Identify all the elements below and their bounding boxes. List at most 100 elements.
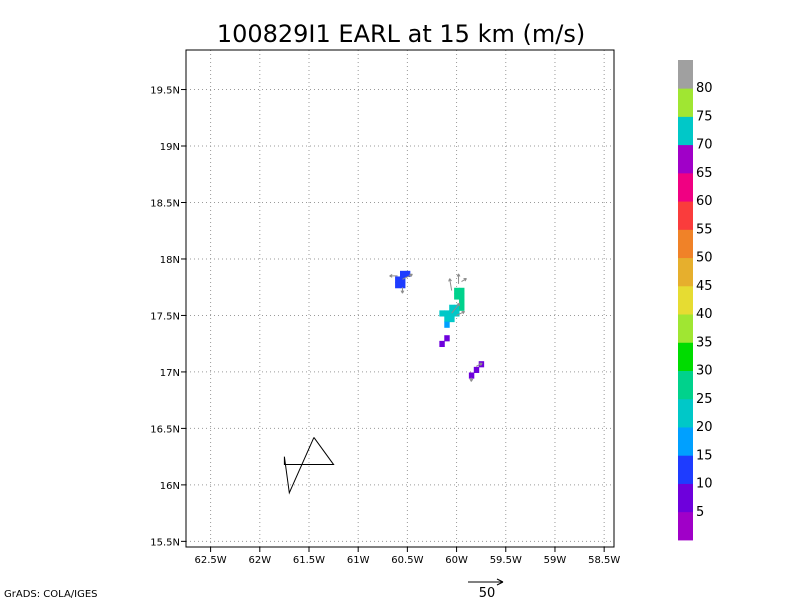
colorbar-segment bbox=[678, 483, 693, 513]
y-tick-label: 15.5N bbox=[150, 537, 180, 548]
colorbar-label: 55 bbox=[696, 222, 713, 237]
wind-speed-cell bbox=[454, 310, 460, 317]
colorbar-label: 60 bbox=[696, 194, 713, 209]
wind-vector bbox=[400, 287, 405, 294]
colorbar: 5 10 15 20 25 30 35 40 45 50 55 60 65 70 75 80 bbox=[678, 60, 713, 541]
chart-title: 100829I1 EARL at 15 km (m/s) bbox=[217, 20, 585, 48]
x-tick-label: 61W bbox=[347, 555, 370, 566]
colorbar-label: 40 bbox=[696, 307, 713, 322]
wind-vector bbox=[456, 310, 465, 316]
wind-speed-cell bbox=[439, 310, 445, 317]
colorbar-segment bbox=[678, 285, 693, 315]
y-tick-label: 18N bbox=[160, 255, 180, 266]
x-tick-label: 62.5W bbox=[195, 555, 227, 566]
colorbar-segment bbox=[678, 257, 693, 287]
wind-speed-cell bbox=[444, 321, 450, 328]
wind-speed-cell bbox=[400, 282, 406, 289]
colorbar-segment bbox=[678, 314, 693, 343]
colorbar-segment bbox=[678, 455, 693, 484]
y-tick-label: 19N bbox=[160, 142, 180, 153]
wind-speed-cell bbox=[404, 270, 411, 277]
wind-speed-cell bbox=[454, 287, 460, 294]
wind-speed-cell bbox=[400, 270, 406, 277]
colorbar-segment bbox=[678, 370, 693, 400]
wind-vector bbox=[456, 273, 461, 284]
wind-vector bbox=[389, 274, 398, 278]
reference-vector: 50 bbox=[468, 578, 504, 600]
wind-speed-cell bbox=[449, 316, 455, 323]
y-tick-label: 17.5N bbox=[150, 311, 180, 322]
colorbar-label: 10 bbox=[696, 477, 713, 492]
wind-vector bbox=[402, 273, 413, 280]
plot-frame bbox=[185, 49, 615, 548]
colorbar-label: 50 bbox=[696, 251, 713, 266]
colorbar-label: 75 bbox=[696, 109, 713, 124]
wind-speed-cell bbox=[459, 299, 465, 306]
colorbar-segment bbox=[678, 511, 693, 541]
wind-speed-cell bbox=[449, 304, 455, 311]
colorbar-label: 70 bbox=[696, 138, 713, 153]
reference-arrow-head bbox=[496, 578, 504, 586]
y-tick-label: 18.5N bbox=[150, 198, 180, 209]
wind-vectors bbox=[389, 273, 483, 382]
colorbar-segment bbox=[678, 398, 693, 428]
wind-speed-cell bbox=[473, 366, 480, 373]
y-axis-ticks: 15.5N 16N 16.5N 17N 17.5N 18N 18.5N 19N 19.5N bbox=[150, 86, 186, 548]
colorbar-segment bbox=[678, 88, 693, 117]
colorbar-label: 30 bbox=[696, 364, 713, 379]
x-tick-label: 60W bbox=[445, 555, 468, 566]
x-axis-ticks: 62.5W 62W 61.5W 61W 60.5W 60W 59.5W 59W 58.5W bbox=[195, 547, 620, 566]
credit-label: GrADS: COLA/IGES bbox=[4, 589, 98, 600]
wind-vector bbox=[448, 278, 453, 291]
colorbar-label: 15 bbox=[696, 448, 713, 463]
colorbar-label: 45 bbox=[696, 279, 713, 294]
colorbar-segment bbox=[678, 201, 693, 230]
wind-speed-cells bbox=[395, 270, 485, 379]
wind-speed-cell bbox=[454, 304, 460, 311]
y-tick-label: 19.5N bbox=[150, 86, 180, 97]
wind-vector bbox=[451, 302, 461, 314]
wind-speed-cell bbox=[444, 335, 450, 342]
colorbar-segment bbox=[678, 116, 693, 146]
y-tick-label: 17N bbox=[160, 368, 180, 379]
wind-speed-cell bbox=[395, 282, 401, 289]
y-tick-label: 16.5N bbox=[150, 424, 180, 435]
x-tick-label: 59.5W bbox=[490, 555, 522, 566]
colorbar-label: 80 bbox=[696, 81, 713, 96]
wind-speed-cell bbox=[468, 372, 475, 379]
wind-speed-cell bbox=[444, 316, 450, 323]
colorbar-label: 20 bbox=[696, 420, 713, 435]
y-tick-label: 16N bbox=[160, 481, 180, 492]
x-tick-label: 58.5W bbox=[588, 555, 620, 566]
storm-track-line bbox=[283, 437, 335, 495]
x-tick-label: 62W bbox=[248, 555, 271, 566]
colorbar-segment bbox=[678, 172, 693, 202]
x-tick-label: 61.5W bbox=[293, 555, 325, 566]
colorbar-label: 65 bbox=[696, 166, 713, 181]
wind-vector bbox=[476, 362, 483, 367]
wind-speed-cell bbox=[454, 293, 460, 300]
grid-lines bbox=[186, 50, 614, 547]
colorbar-segment bbox=[678, 229, 693, 259]
wind-speed-cell bbox=[449, 310, 455, 317]
colorbar-segment bbox=[678, 144, 693, 174]
wind-speed-cell bbox=[459, 287, 465, 294]
storm-track bbox=[283, 437, 335, 495]
colorbar-segment bbox=[678, 427, 693, 456]
wind-speed-cell bbox=[459, 304, 465, 311]
colorbar-label: 5 bbox=[696, 505, 704, 520]
wind-speed-cell bbox=[439, 340, 445, 348]
colorbar-segment bbox=[678, 342, 693, 371]
wind-speed-cell bbox=[444, 310, 450, 317]
wind-vector bbox=[461, 278, 467, 282]
colorbar-label: 35 bbox=[696, 335, 713, 350]
x-tick-label: 60.5W bbox=[391, 555, 423, 566]
colorbar-label: 25 bbox=[696, 392, 713, 407]
wind-vector bbox=[469, 377, 474, 382]
wind-speed-cell bbox=[395, 276, 401, 283]
x-tick-label: 59W bbox=[544, 555, 567, 566]
wind-speed-cell bbox=[459, 293, 465, 300]
reference-vector-label: 50 bbox=[479, 586, 496, 600]
colorbar-segment bbox=[678, 60, 693, 89]
